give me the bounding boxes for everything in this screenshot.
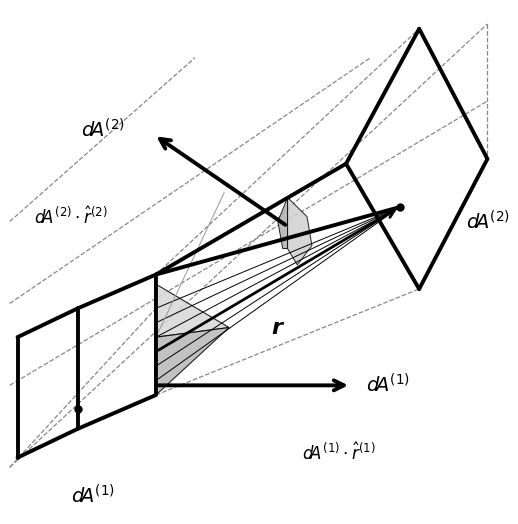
Text: $\boldsymbol{r}$: $\boldsymbol{r}$ [271, 318, 285, 337]
Text: $d\!A^{(1)}\cdot\hat{r}^{(1)}$: $d\!A^{(1)}\cdot\hat{r}^{(1)}$ [302, 442, 376, 464]
Text: $d\!A^{(2)}\cdot\hat{r}^{(2)}$: $d\!A^{(2)}\cdot\hat{r}^{(2)}$ [34, 206, 108, 227]
Text: $d\!A^{(2)}$: $d\!A^{(2)}$ [81, 118, 125, 141]
Polygon shape [156, 284, 229, 337]
Polygon shape [156, 328, 229, 395]
Text: $d\!A^{(1)}$: $d\!A^{(1)}$ [70, 485, 114, 508]
Text: $d\!A^{(1)}$: $d\!A^{(1)}$ [366, 374, 410, 397]
Polygon shape [287, 198, 312, 265]
Text: $d\!A^{(2)}$: $d\!A^{(2)}$ [466, 210, 510, 233]
Polygon shape [278, 198, 287, 248]
